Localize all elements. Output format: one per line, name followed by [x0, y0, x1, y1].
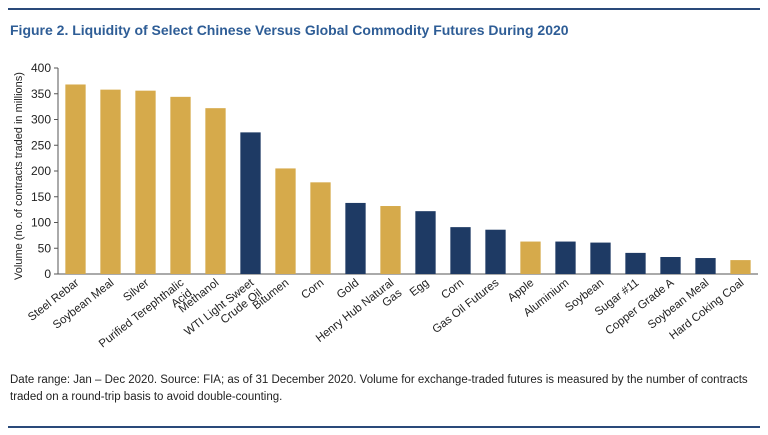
y-tick-label: 100 [31, 216, 51, 230]
y-axis-label: Volume (no. of contracts traded in milli… [13, 72, 25, 280]
y-tick-label: 200 [31, 164, 51, 178]
bar [205, 108, 226, 274]
bar [310, 182, 331, 274]
bar [100, 89, 121, 274]
x-tick-label: Apple [506, 277, 537, 305]
y-tick-label: 300 [31, 113, 51, 127]
bar [275, 168, 296, 274]
bar [485, 229, 506, 274]
bar [555, 241, 576, 274]
bar [660, 257, 681, 274]
bar-chart: 0 50 100 150 200 250 300 350 400 Steel RebarSoyb… [13, 61, 758, 355]
bar [695, 258, 716, 274]
x-tick-label: Silver [121, 277, 151, 304]
bar [345, 202, 366, 274]
x-tick-label: Gold [335, 277, 362, 301]
source-note: Date range: Jan – Dec 2020. Source: FIA;… [10, 374, 748, 403]
x-tick-label: Egg [408, 277, 432, 299]
bar [415, 211, 436, 274]
bar [730, 260, 751, 274]
bars [65, 84, 751, 274]
y-tick-label: 350 [31, 87, 51, 101]
x-tick-label: Gas Oil Futures [430, 277, 501, 336]
x-tick-label: Soybean Meal [51, 277, 116, 332]
bar [240, 132, 261, 274]
y-tick-label: 250 [31, 138, 51, 152]
bar [380, 206, 401, 274]
bar [450, 227, 471, 274]
figure-title: Figure 2. Liquidity of Select Chinese Ve… [10, 22, 569, 38]
bar [590, 242, 611, 274]
bottom-rule [8, 426, 760, 428]
y-tick-label: 400 [31, 61, 51, 75]
bar [625, 252, 646, 274]
bar [135, 90, 156, 274]
x-tick-label: Corn [299, 277, 326, 302]
x-tick-label: WTI Light SweetCrude Oil [182, 276, 265, 348]
x-tick-label: Corn [439, 277, 466, 302]
y-tick-label: 50 [38, 241, 52, 255]
y-tick-label: 0 [44, 267, 51, 281]
bar [65, 84, 86, 274]
x-tick-label: Henry Hub NaturalGas [314, 277, 405, 355]
bar [520, 241, 541, 274]
top-rule [8, 8, 760, 10]
bar [170, 96, 191, 274]
y-tick-label: 150 [31, 190, 51, 204]
